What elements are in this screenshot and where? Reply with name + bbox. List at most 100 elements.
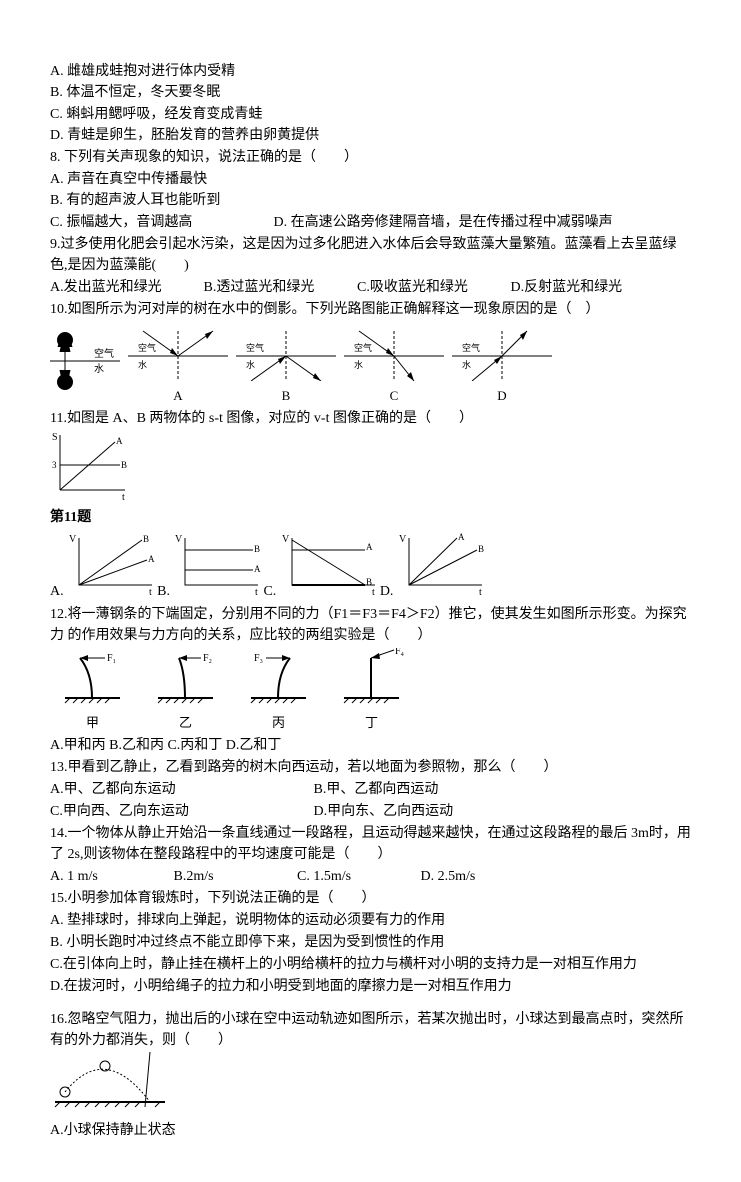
svg-text:V: V [175,534,183,545]
svg-text:3: 3 [52,460,57,470]
q7-options: A. 雌雄成蛙抱对进行体内受精 B. 体温不恒定，冬天要冬眠 [50,61,691,103]
rod-c-icon: F₃ [236,648,321,708]
water-label: 水 [94,363,104,375]
rod-a-icon: F₁ [50,648,135,708]
q8-opt-c: C. 振幅越大，音调越高 [50,212,270,233]
svg-text:F₂: F₂ [203,653,212,664]
q10-diagrams: 空气 水 空气 水 A 空气 水 B [50,322,691,406]
svg-text:V: V [282,534,290,545]
q11-opt-a-wrap: A. Vt B A [50,530,157,602]
q12-diagrams: F₁ 甲 F₂ 乙 F₃ 丙 F₄ 丁 [50,648,691,733]
tree-reflection-icon: 空气 水 [50,322,120,400]
q10-diagram-a: 空气 水 A [128,326,228,406]
q10-stem: 10.如图所示为河对岸的树在水中的倒影。下列光路图能正确解释这一现象原因的是（ … [50,299,691,320]
svg-text:t: t [372,587,375,595]
q15-opt-b: B. 小明长跑时冲过终点不能立即停下来，是因为受到惯性的作用 [50,932,691,953]
svg-text:水: 水 [354,359,363,370]
ray-d-icon: 空气 水 [452,326,552,381]
svg-text:F₄: F₄ [395,648,405,657]
q14-opt-b: B.2m/s [174,866,294,887]
rod-b-icon: F₂ [143,648,228,708]
q10-label-c: C [344,386,444,406]
q13-opt-c: C.甲向西、乙向东运动 [50,801,310,822]
q13-row2: C.甲向西、乙向东运动 D.甲向东、乙向西运动 [50,801,691,822]
q8-opt-b: B. 有的超声波人耳也能听到 [50,190,371,211]
q16-figure [50,1052,691,1119]
q12-fig-b: F₂ 乙 [143,648,228,733]
q8-opt-d: D. 在高速公路旁修建隔音墙，是在传播过程中减弱噪声 [274,215,613,230]
svg-text:B: B [366,577,372,587]
q11-options: A. Vt B A B. Vt B A C. Vt A B D. Vt [50,530,691,602]
svg-text:t: t [149,587,152,595]
q10-tree-figure: 空气 水 [50,322,120,406]
q13-stem: 13.甲看到乙静止，乙看到路旁的树木向西运动，若以地面为参照物，那么（ ） [50,757,691,778]
q9-opt-a: A.发出蓝光和绿光 [50,277,200,298]
q13-opt-d: D.甲向东、乙向西运动 [314,804,454,819]
q11-opt-a: A. [50,584,64,599]
q10-diagram-c: 空气 水 C [344,326,444,406]
svg-text:A: A [148,554,155,564]
vt-d-icon: Vt A B [397,530,487,595]
q10-label-a: A [128,386,228,406]
q10-diagram-d: 空气 水 D [452,326,552,406]
q9-opt-c: C.吸收蓝光和绿光 [357,277,507,298]
q8-row2: C. 振幅越大，音调越高 D. 在高速公路旁修建隔音墙，是在传播过程中减弱噪声 [50,212,691,233]
q12-fig-d: F₄ 丁 [329,648,414,733]
st-graph-icon: S t A B 3 [50,430,130,500]
q7-opt-b: B. 体温不恒定，冬天要冬眠 [50,82,371,103]
q7-opt-a: A. 雌雄成蛙抱对进行体内受精 [50,61,371,82]
q11-opt-b: B. [157,584,170,599]
q12-label-c: 丙 [236,713,321,733]
svg-text:t: t [255,587,258,595]
projectile-icon [50,1052,170,1112]
svg-text:B: B [254,544,260,554]
q14-stem: 14.一个物体从静止开始沿一条直线通过一段路程，且运动得越来越快，在通过这段路程… [50,823,691,865]
q11-stem: 11.如图是 A、B 两物体的 s-t 图像，对应的 v-t 图像正确的是（ ） [50,408,691,429]
q15-opt-c: C.在引体向上时，静止挂在横杆上的小明给横杆的拉力与横杆对小明的支持力是一对相互… [50,954,691,975]
rod-d-icon: F₄ [329,648,414,708]
svg-text:V: V [69,534,77,545]
q14-opt-d: D. 2.5m/s [421,869,476,884]
svg-text:空气: 空气 [138,342,156,353]
q14-opts: A. 1 m/s B.2m/s C. 1.5m/s D. 2.5m/s [50,866,691,887]
svg-text:B: B [478,544,484,554]
svg-text:空气: 空气 [246,342,264,353]
q16-opt-a: A.小球保持静止状态 [50,1120,691,1141]
q16-stem: 16.忽略空气阻力，抛出后的小球在空中运动轨迹如图所示，若某次抛出时，小球达到最… [50,1009,691,1051]
q9-opt-b: B.透过蓝光和绿光 [204,277,354,298]
svg-text:A: A [116,436,123,446]
ray-c-icon: 空气 水 [344,326,444,381]
svg-text:V: V [399,534,407,545]
vt-b-icon: Vt B A [173,530,263,595]
ray-a-icon: 空气 水 [128,326,228,381]
q14-opt-c: C. 1.5m/s [297,866,417,887]
q13-row1: A.甲、乙都向东运动 B.甲、乙都向西运动 [50,779,691,800]
q15-opt-d: D.在拔河时，小明给绳子的拉力和小明受到地面的摩擦力是一对相互作用力 [50,976,691,997]
q12-fig-c: F₃ 丙 [236,648,321,733]
svg-text:t: t [479,587,482,595]
q9-opt-d: D.反射蓝光和绿光 [511,280,623,295]
svg-text:B: B [143,534,149,544]
q11-opt-c: C. [263,584,276,599]
q8-stem: 8. 下列有关声现象的知识，说法正确的是（ ） [50,147,691,168]
q12-label-a: 甲 [50,713,135,733]
q9-stem: 9.过多使用化肥会引起水污染，这是因为过多化肥进入水体后会导致蓝藻大量繁殖。蓝藻… [50,234,691,276]
q12-opts: A.甲和丙 B.乙和丙 C.丙和丁 D.乙和丁 [50,735,691,756]
q9-opts: A.发出蓝光和绿光 B.透过蓝光和绿光 C.吸收蓝光和绿光 D.反射蓝光和绿光 [50,277,691,298]
svg-text:水: 水 [246,359,255,370]
svg-text:水: 水 [138,359,147,370]
q11-caption: 第11题 [50,507,691,528]
q15-opt-a: A. 垫排球时，排球向上弹起，说明物体的运动必须要有力的作用 [50,910,691,931]
svg-text:t: t [122,492,125,500]
q7-opt-d: D. 青蛙是卵生，胚胎发育的营养由卵黄提供 [50,125,371,146]
q11-opt-c-wrap: C. Vt A B [263,530,379,602]
q15-stem: 15.小明参加体育锻炼时，下列说法正确的是（ ） [50,888,691,909]
q11-opt-d: D. [380,584,394,599]
q11-opt-b-wrap: B. Vt B A [157,530,263,602]
q13-opt-b: B.甲、乙都向西运动 [314,782,439,797]
svg-text:A: A [458,532,465,542]
svg-text:F₁: F₁ [107,653,116,664]
svg-text:A: A [366,542,373,552]
q7-options2: C. 蝌蚪用鳃呼吸，经发育变成青蛙 D. 青蛙是卵生，胚胎发育的营养由卵黄提供 [50,104,691,146]
q14-opt-a: A. 1 m/s [50,866,170,887]
